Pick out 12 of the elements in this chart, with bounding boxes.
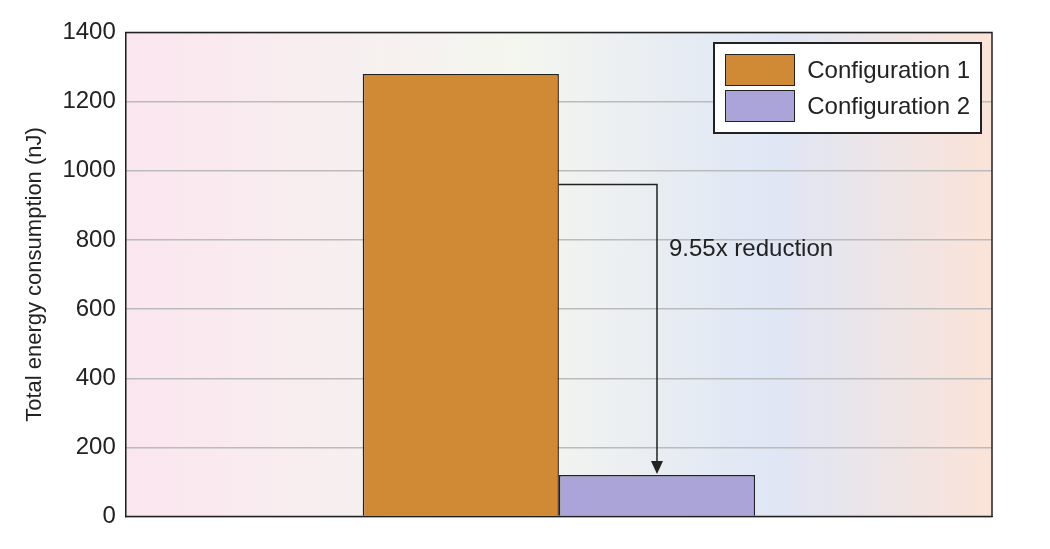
y-tick-label: 0 [102, 501, 116, 529]
y-tick-label: 1200 [62, 86, 116, 114]
legend-label: Configuration 2 [807, 92, 970, 121]
y-tick-label: 1400 [62, 17, 116, 45]
y-axis-title: Total energy consumption (nJ) [21, 127, 47, 422]
y-tick-label: 400 [75, 362, 116, 390]
text: Configuration 1 [807, 56, 970, 85]
y-tick-label: 200 [75, 432, 116, 460]
y-tick-label: 800 [75, 224, 116, 252]
annotation: 9.55x reduction [668, 234, 834, 262]
y-tick-label: 600 [75, 293, 116, 321]
y-tick-label: 1000 [62, 155, 116, 183]
